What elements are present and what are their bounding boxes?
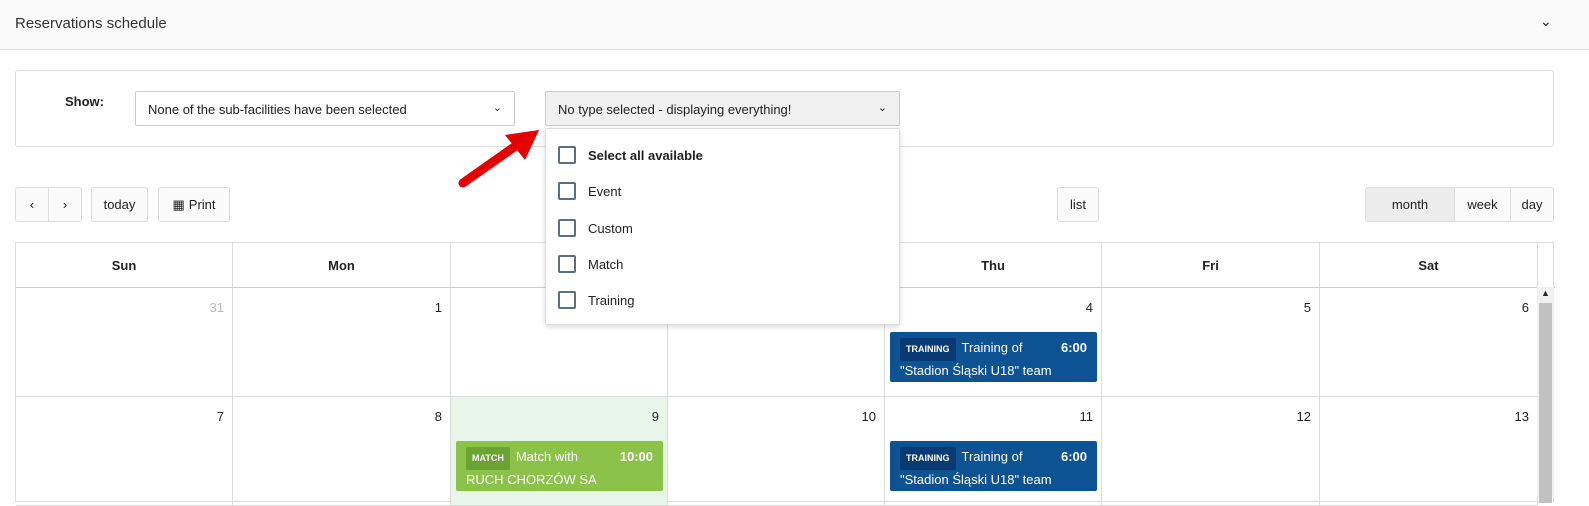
event-type-badge: MATCH — [466, 447, 510, 470]
option-label: Custom — [588, 220, 633, 236]
calendar-event[interactable]: TRAINING Training of 6:00 "Stadion Śląski U… — [890, 441, 1097, 491]
scrollbar-thumb[interactable] — [1539, 303, 1552, 503]
option-training[interactable]: Training — [558, 290, 634, 310]
day-header: Sat — [1320, 243, 1538, 288]
event-subtitle: "Stadion Śląski U18" team — [900, 363, 1052, 378]
option-label: Training — [588, 292, 635, 308]
day-header: Sun — [16, 243, 233, 288]
prev-button[interactable]: ‹ — [15, 187, 49, 222]
checkbox[interactable] — [558, 182, 576, 200]
day-cell[interactable] — [451, 288, 668, 397]
scrollbar[interactable]: ▲ — [1537, 287, 1554, 503]
facilities-select[interactable]: None of the sub-facilities have been sel… — [135, 91, 515, 126]
day-cell[interactable]: 13 — [1320, 397, 1538, 506]
event-title: Training of — [961, 449, 1023, 464]
day-cell[interactable]: 7 — [16, 397, 233, 506]
checkbox[interactable] — [558, 146, 576, 164]
chevron-down-icon: ⌄ — [877, 102, 887, 114]
type-dropdown: Select all available Event Custom Match … — [545, 128, 900, 325]
day-header: Fri — [1102, 243, 1320, 288]
day-cell[interactable]: 12 — [1102, 397, 1320, 506]
option-match[interactable]: Match — [558, 254, 623, 274]
day-cell[interactable]: 10 — [668, 397, 885, 506]
option-select-all[interactable]: Select all available — [558, 145, 703, 165]
header-spacer — [1538, 243, 1555, 288]
day-cell[interactable]: 5 — [1102, 288, 1320, 397]
print-button[interactable]: ▦ Print — [158, 187, 230, 222]
day-header: Thu — [885, 243, 1102, 288]
day-cell[interactable]: 31 — [16, 288, 233, 397]
event-subtitle: "Stadion Śląski U18" team — [900, 472, 1052, 487]
event-time: 10:00 — [619, 449, 653, 464]
event-title: Match with — [515, 449, 578, 464]
today-button[interactable]: today — [91, 187, 148, 222]
option-label: Match — [588, 256, 624, 272]
event-time: 6:00 — [1060, 449, 1087, 464]
checkbox[interactable] — [558, 291, 576, 309]
event-type-badge: TRAINING — [900, 338, 956, 361]
calendar-event[interactable]: MATCH Match with 10:00 RUCH CHORZÓW SA — [456, 441, 663, 491]
show-label: Show: — [65, 94, 104, 109]
day-header: Mon — [233, 243, 451, 288]
next-button[interactable]: › — [48, 187, 82, 222]
option-label: Select all available — [588, 147, 703, 163]
type-select-value: No type selected - displaying everything… — [558, 102, 792, 117]
day-cell[interactable]: 6 — [1320, 288, 1538, 397]
type-select[interactable]: No type selected - displaying everything… — [545, 91, 900, 126]
event-subtitle: RUCH CHORZÓW SA — [466, 472, 597, 487]
list-view-button[interactable]: list — [1057, 187, 1099, 222]
event-time: 6:00 — [1060, 340, 1087, 355]
event-title: Training of — [961, 340, 1023, 355]
printer-icon: ▦ — [172, 196, 185, 212]
week-view-button[interactable]: week — [1454, 187, 1511, 222]
scroll-up-icon[interactable]: ▲ — [1541, 288, 1550, 298]
day-cell[interactable]: 8 — [233, 397, 451, 506]
annotation-arrow-icon — [458, 130, 539, 188]
day-view-button[interactable]: day — [1510, 187, 1554, 222]
event-type-badge: TRAINING — [900, 447, 956, 470]
option-event[interactable]: Event — [558, 181, 621, 201]
day-cell[interactable]: 1 — [233, 288, 451, 397]
chevron-down-icon: ⌄ — [492, 102, 502, 114]
section-header[interactable]: Reservations schedule ⌄ — [0, 0, 1589, 50]
facilities-select-value: None of the sub-facilities have been sel… — [148, 102, 407, 117]
checkbox[interactable] — [558, 219, 576, 237]
month-view-button[interactable]: month — [1365, 187, 1455, 222]
calendar-event[interactable]: TRAINING Training of 6:00 "Stadion Śląski U… — [890, 332, 1097, 382]
day-cell[interactable] — [668, 288, 885, 397]
day-cell[interactable]: 4 — [885, 288, 1102, 397]
option-label: Event — [588, 183, 622, 199]
print-label: Print — [188, 197, 216, 212]
option-custom[interactable]: Custom — [558, 218, 633, 238]
section-title: Reservations schedule — [15, 15, 167, 32]
chevron-down-icon[interactable]: ⌄ — [1540, 13, 1552, 29]
checkbox[interactable] — [558, 255, 576, 273]
